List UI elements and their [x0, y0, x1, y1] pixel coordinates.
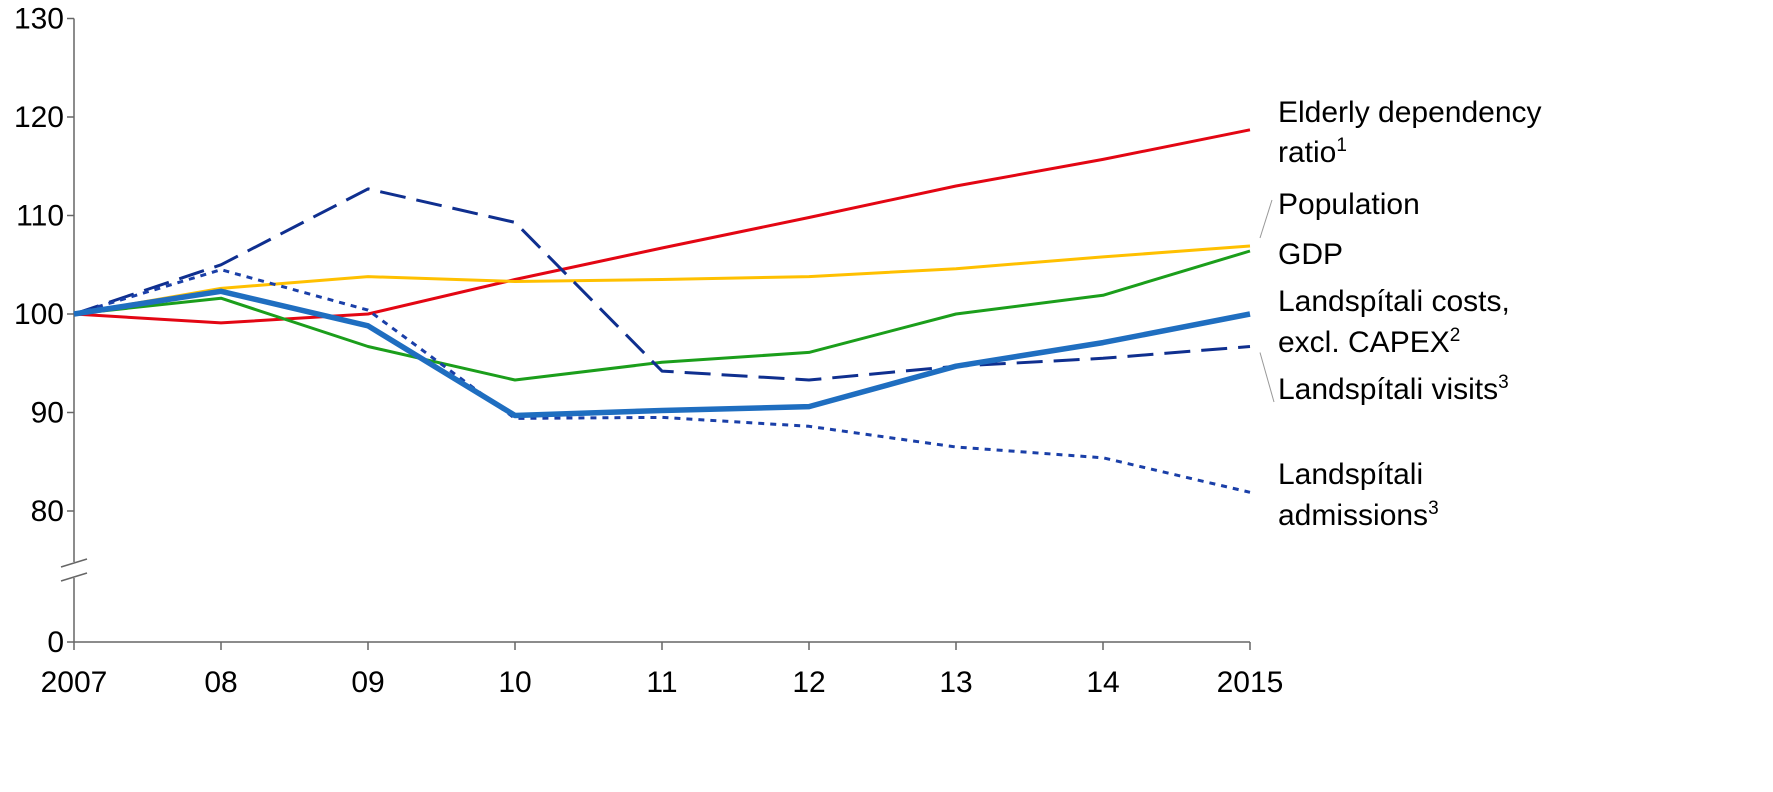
series-line-admissions	[73, 268, 1251, 494]
footnote-marker: 3	[1428, 498, 1439, 519]
axes: 0 80 90 100 110 120 130 2007 08 09 10 11 12 13 14 2015	[14, 3, 1283, 700]
series-label-admissions: Landspítali	[1278, 458, 1423, 491]
y-tick-label: 100	[14, 298, 64, 331]
y-tick-label: 80	[31, 495, 64, 528]
x-tick-label: 2015	[1217, 666, 1284, 699]
series-lines	[73, 128, 1251, 494]
series-label-text: admissions	[1278, 499, 1428, 532]
y-tick-label: 130	[14, 3, 64, 36]
series-label-text: Landspítali visits	[1278, 373, 1498, 406]
series-label-text: Landspítali costs,	[1278, 285, 1510, 318]
y-axis-break-mark	[60, 558, 88, 568]
leader-line-population	[1259, 199, 1273, 239]
series-label-text: excl. CAPEX	[1278, 326, 1450, 359]
y-tick-label: 110	[16, 200, 64, 233]
series-label-elderly: ratio1	[1278, 135, 1347, 169]
leader-line-visits	[1259, 352, 1275, 403]
x-tick-label: 11	[646, 666, 677, 699]
footnote-marker: 1	[1336, 135, 1347, 156]
series-line-elderly	[73, 128, 1251, 325]
x-tick-label: 2007	[41, 666, 108, 699]
series-label-text: Population	[1278, 188, 1420, 221]
y-tick-label: 120	[14, 101, 64, 134]
series-label-elderly: Elderly dependency	[1278, 96, 1542, 129]
series-line-costs	[73, 288, 1251, 419]
series-label-costs: excl. CAPEX2	[1278, 325, 1460, 359]
series-label-text: Elderly dependency	[1278, 96, 1542, 129]
series-label-text: GDP	[1278, 238, 1343, 271]
x-tick-label: 13	[939, 666, 972, 699]
series-label-admissions: admissions3	[1278, 498, 1439, 532]
y-tick-label: 90	[31, 397, 64, 430]
series-label-visits: Landspítali visits3	[1278, 372, 1509, 406]
x-tick-label: 09	[351, 666, 384, 699]
x-tick-label: 08	[204, 666, 237, 699]
y-tick-label: 0	[47, 626, 64, 659]
x-tick-label: 12	[792, 666, 825, 699]
footnote-marker: 2	[1450, 325, 1461, 346]
series-label-costs: Landspítali costs,	[1278, 285, 1510, 318]
series-label-text: ratio	[1278, 136, 1336, 169]
series-line-gdp	[73, 249, 1251, 382]
y-axis-break-mark	[60, 572, 88, 582]
series-label-gdp: GDP	[1278, 238, 1343, 271]
series-line-visits	[73, 187, 1251, 382]
series-label-text: Landspítali	[1278, 458, 1423, 491]
x-tick-label: 10	[498, 666, 531, 699]
series-line-population	[73, 244, 1251, 316]
x-tick-label: 14	[1086, 666, 1119, 699]
series-label-population: Population	[1278, 188, 1420, 221]
series-labels: Elderly dependency ratio1 Population GDP Lan…	[1259, 96, 1542, 532]
footnote-marker: 3	[1498, 372, 1509, 393]
